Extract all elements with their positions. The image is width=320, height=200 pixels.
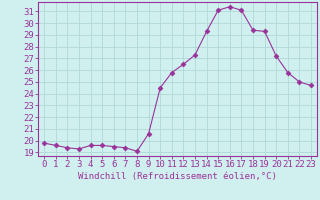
X-axis label: Windchill (Refroidissement éolien,°C): Windchill (Refroidissement éolien,°C) (78, 172, 277, 181)
